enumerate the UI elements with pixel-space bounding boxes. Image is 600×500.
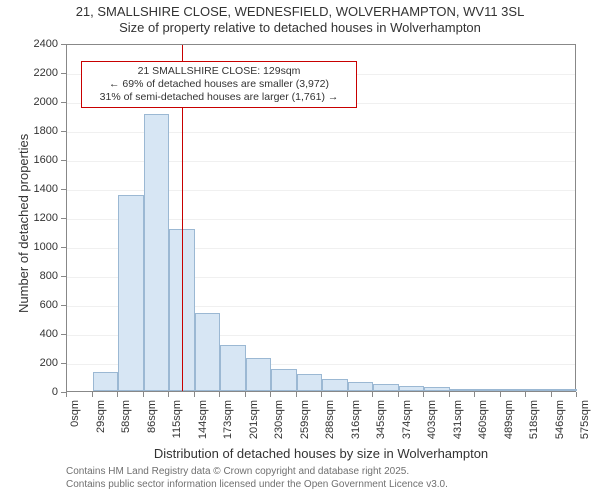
plot-area: 21 SMALLSHIRE CLOSE: 129sqm← 69% of deta… [66, 44, 576, 392]
xtick-mark [117, 392, 118, 397]
ytick-label: 200 [0, 357, 58, 369]
histogram-bar [93, 372, 119, 391]
histogram-bar [118, 195, 144, 391]
ytick-label: 2000 [0, 96, 58, 108]
annotation-line-1: ← 69% of detached houses are smaller (3,… [88, 78, 350, 91]
xtick-mark [321, 392, 322, 397]
ytick-mark [61, 131, 66, 132]
xtick-mark [525, 392, 526, 397]
title-line-2: Size of property relative to detached ho… [0, 20, 600, 36]
xtick-mark [576, 392, 577, 397]
y-axis-label: Number of detached properties [16, 134, 31, 313]
xtick-mark [66, 392, 67, 397]
ytick-mark [61, 363, 66, 364]
title-line-1: 21, SMALLSHIRE CLOSE, WEDNESFIELD, WOLVE… [0, 4, 600, 20]
chart-title-block: 21, SMALLSHIRE CLOSE, WEDNESFIELD, WOLVE… [0, 0, 600, 37]
histogram-bar [348, 382, 374, 391]
xtick-mark [270, 392, 271, 397]
xtick-mark [398, 392, 399, 397]
histogram-bar [450, 389, 476, 391]
histogram-bar [322, 379, 348, 391]
histogram-bar [501, 389, 527, 391]
xtick-mark [372, 392, 373, 397]
ytick-mark [61, 160, 66, 161]
xtick-mark [500, 392, 501, 397]
histogram-bar [373, 384, 399, 391]
ytick-mark [61, 44, 66, 45]
xtick-mark [219, 392, 220, 397]
histogram-bar [246, 358, 272, 391]
annotation-line-2: 31% of semi-detached houses are larger (… [88, 91, 350, 104]
xtick-mark [296, 392, 297, 397]
xtick-mark [92, 392, 93, 397]
xtick-mark [143, 392, 144, 397]
xtick-mark [474, 392, 475, 397]
ytick-mark [61, 73, 66, 74]
ytick-label: 400 [0, 328, 58, 340]
histogram-bar [220, 345, 246, 391]
ytick-mark [61, 305, 66, 306]
xtick-mark [194, 392, 195, 397]
histogram-bar [297, 374, 323, 391]
histogram-bar [195, 313, 221, 391]
ytick-mark [61, 102, 66, 103]
histogram-bar [144, 114, 170, 391]
ytick-label: 2200 [0, 67, 58, 79]
ytick-mark [61, 247, 66, 248]
xtick-mark [245, 392, 246, 397]
ytick-label: 2400 [0, 38, 58, 50]
histogram-bar [552, 389, 578, 391]
ytick-mark [61, 276, 66, 277]
histogram-bar [424, 387, 450, 391]
histogram-bar [271, 369, 297, 391]
ytick-mark [61, 334, 66, 335]
annotation-line-0: 21 SMALLSHIRE CLOSE: 129sqm [88, 65, 350, 78]
xtick-label: 575sqm [579, 400, 591, 460]
xtick-mark [168, 392, 169, 397]
xtick-mark [551, 392, 552, 397]
footer-line-1: Contains HM Land Registry data © Crown c… [66, 466, 409, 479]
ytick-label: 0 [0, 386, 58, 398]
annotation-box: 21 SMALLSHIRE CLOSE: 129sqm← 69% of deta… [81, 61, 357, 108]
footer-line-2: Contains public sector information licen… [66, 479, 448, 492]
xtick-mark [423, 392, 424, 397]
ytick-mark [61, 189, 66, 190]
ytick-mark [61, 218, 66, 219]
xtick-mark [347, 392, 348, 397]
histogram-bar [399, 386, 425, 391]
histogram-bar [475, 389, 501, 391]
histogram-bar [526, 389, 552, 391]
xtick-mark [449, 392, 450, 397]
x-axis-label: Distribution of detached houses by size … [66, 446, 576, 461]
